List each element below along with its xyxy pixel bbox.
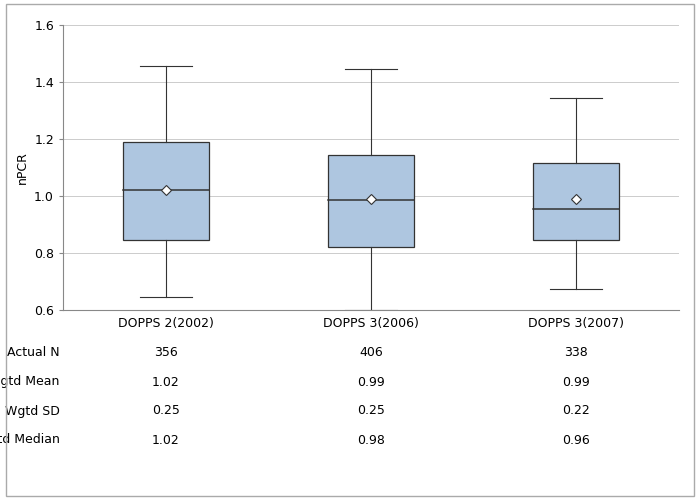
Text: 406: 406 xyxy=(359,346,383,360)
Bar xyxy=(328,154,414,248)
Text: 0.22: 0.22 xyxy=(563,404,590,417)
Text: 356: 356 xyxy=(154,346,178,360)
Text: DOPPS 2(2002): DOPPS 2(2002) xyxy=(118,318,214,330)
Text: Wgtd Mean: Wgtd Mean xyxy=(0,376,60,388)
Text: 338: 338 xyxy=(564,346,588,360)
Text: 1.02: 1.02 xyxy=(152,376,179,388)
Text: 1.02: 1.02 xyxy=(152,434,179,446)
Text: 0.98: 0.98 xyxy=(357,434,385,446)
Text: DOPPS 3(2006): DOPPS 3(2006) xyxy=(323,318,419,330)
Text: DOPPS 3(2007): DOPPS 3(2007) xyxy=(528,318,624,330)
Bar xyxy=(122,142,209,240)
Text: 0.99: 0.99 xyxy=(563,376,590,388)
Text: 0.25: 0.25 xyxy=(357,404,385,417)
Y-axis label: nPCR: nPCR xyxy=(15,151,29,184)
Text: 0.25: 0.25 xyxy=(152,404,180,417)
Text: Wgtd Median: Wgtd Median xyxy=(0,434,60,446)
Text: Wgtd SD: Wgtd SD xyxy=(5,404,60,417)
Text: Actual N: Actual N xyxy=(7,346,60,360)
Bar xyxy=(533,163,620,240)
Text: 0.96: 0.96 xyxy=(563,434,590,446)
Text: 0.99: 0.99 xyxy=(357,376,385,388)
